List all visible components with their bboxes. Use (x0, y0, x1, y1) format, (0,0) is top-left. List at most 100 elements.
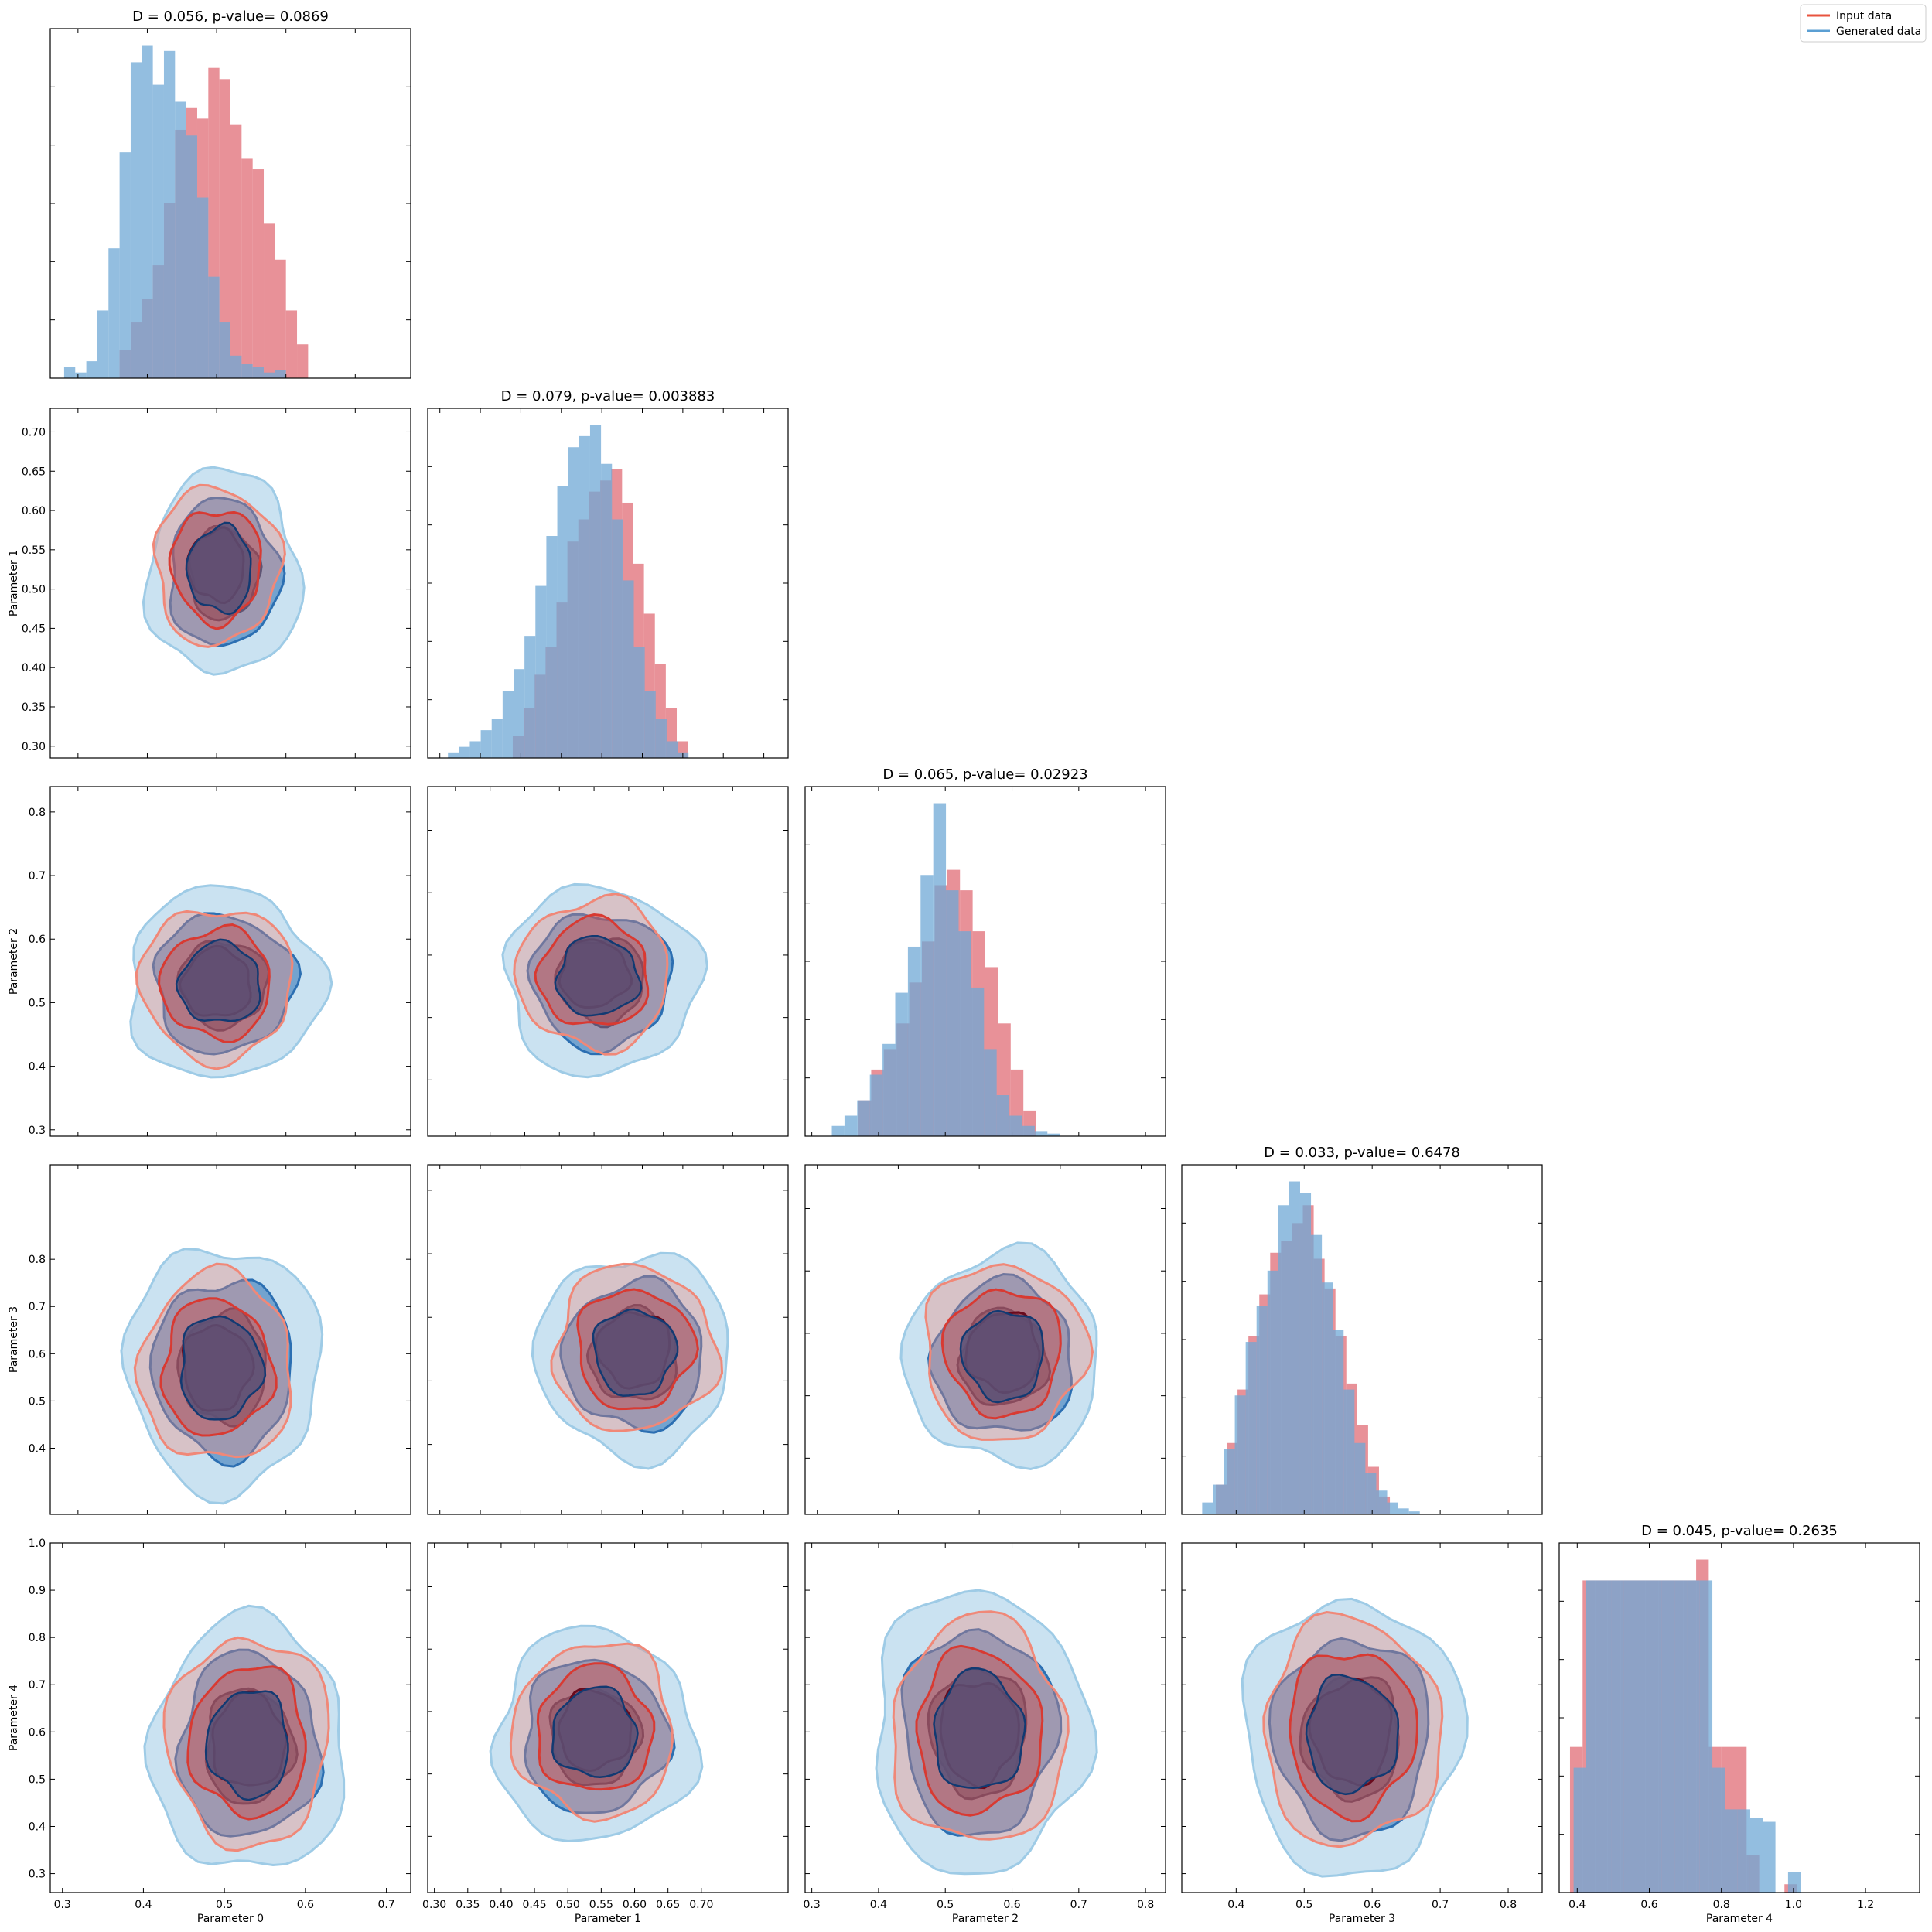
histogram-panel-3: D = 0.033, p-value= 0.6478 (1181, 1145, 1543, 1515)
generated-bar-4-14 (1749, 1818, 1763, 1893)
generated-bar-1-8 (535, 585, 547, 758)
x-tick-label: 0.3 (803, 1899, 820, 1911)
y-axis-label-2: Parameter 2 (8, 928, 20, 995)
x-tick-label: 0.7 (377, 1899, 394, 1911)
generated-bar-1-18 (644, 691, 656, 758)
generated-bar-0-5 (119, 152, 131, 378)
generated-bar-4-7 (1661, 1580, 1675, 1893)
panel-frame (427, 1164, 789, 1515)
generated-bar-1-17 (633, 647, 645, 758)
generated-bar-1-12 (579, 435, 590, 758)
y-axis-label-1: Parameter 1 (8, 550, 20, 616)
generated-bar-4-13 (1737, 1809, 1750, 1893)
generated-bar-3-1 (1213, 1484, 1224, 1514)
contour-panel-3-0: 0.4 0.5 0.6 0.7 0.8 Parameter 3 (8, 1164, 411, 1515)
generated-bar-2-0 (831, 1125, 845, 1136)
x-tick-label: 0.65 (656, 1899, 680, 1911)
generated-bar-0-7 (142, 45, 153, 378)
histogram-title-2: D = 0.065, p-value= 0.02923 (882, 766, 1087, 783)
generated-bar-0-9 (163, 50, 176, 378)
x-tick-label: 0.8 (1713, 1899, 1730, 1911)
generated-bar-0-10 (175, 101, 186, 378)
panel-frame (427, 1542, 789, 1893)
generated-bar-2-16 (1034, 1131, 1048, 1136)
y-tick-label: 0.3 (29, 1125, 46, 1137)
contour-panel-1-0: 0.30 0.35 0.40 0.45 0.50 0.55 0.60 0.65 0.70 Para… (8, 408, 411, 759)
y-tick-label: 0.4 (29, 1821, 46, 1833)
generated-bar-1-2 (469, 741, 481, 758)
x-tick-label: 0.6 (1003, 1899, 1020, 1911)
generated-bar-0-4 (108, 248, 120, 378)
x-tick-label: 0.35 (456, 1899, 480, 1911)
generated-bar-2-7 (920, 875, 934, 1136)
y-tick-label: 0.3 (29, 1869, 46, 1881)
generated-bar-1-3 (480, 730, 492, 758)
y-tick-label: 0.40 (22, 662, 46, 674)
overlap-core (551, 1685, 639, 1779)
histogram-panel-4: D = 0.045, p-value= 0.2635 0.4 0.6 0.8 1.0 1.… (1558, 1523, 1920, 1925)
x-tick-label: 0.6 (1640, 1899, 1657, 1911)
y-tick-label: 0.5 (29, 1773, 46, 1786)
x-tick-label: 0.6 (1364, 1899, 1381, 1911)
overlap-core (1305, 1673, 1400, 1796)
x-tick-label: 0.60 (623, 1899, 647, 1911)
x-tick-label: 0.3 (54, 1899, 71, 1911)
panel-frame (1181, 1542, 1543, 1893)
x-tick-label: 0.7 (1432, 1899, 1449, 1911)
overlap-core (179, 1315, 267, 1421)
generated-bar-4-5 (1637, 1580, 1650, 1893)
generated-bar-4-2 (1599, 1580, 1612, 1893)
x-axis-label-3: Parameter 3 (1329, 1913, 1395, 1925)
generated-bar-3-6 (1267, 1270, 1278, 1514)
y-tick-label: 1.0 (29, 1538, 46, 1550)
generated-bar-3-18 (1398, 1508, 1409, 1514)
contour-panel-3-1 (427, 1164, 789, 1515)
x-tick-label: 0.5 (216, 1899, 233, 1911)
y-tick-label: 0.45 (22, 623, 46, 635)
generated-bar-4-10 (1699, 1580, 1713, 1893)
contour-panel-2-1 (427, 786, 789, 1137)
generated-bar-2-6 (907, 946, 921, 1136)
generated-bar-1-6 (514, 669, 525, 758)
generated-bar-3-4 (1245, 1342, 1257, 1514)
input-bar-0-13 (264, 223, 275, 378)
generated-bar-1-4 (491, 719, 503, 758)
generated-bar-0-19 (275, 370, 286, 378)
contour-panel-4-2: 0.3 0.4 0.5 0.6 0.7 0.8 Parameter 2 (803, 1542, 1166, 1925)
generated-bar-0-12 (196, 197, 209, 378)
generated-bar-0-15 (230, 355, 242, 378)
generated-bar-0-17 (252, 367, 265, 378)
overlap-core (204, 1690, 289, 1801)
y-tick-label: 0.7 (29, 1679, 46, 1691)
generated-bar-1-7 (524, 636, 536, 758)
generated-bar-2-15 (1022, 1125, 1035, 1136)
generated-bar-0-0 (63, 367, 76, 378)
generated-bar-3-15 (1365, 1473, 1377, 1514)
generated-bar-2-13 (996, 1095, 1010, 1136)
contour-panel-4-0: 0.3 0.4 0.5 0.6 0.7 Parameter 0 0.3 0.4 0.5 0.6 0.… (8, 1538, 411, 1925)
x-axis-label-2: Parameter 2 (952, 1913, 1019, 1925)
generated-bar-3-2 (1224, 1449, 1235, 1514)
y-tick-label: 0.7 (29, 1301, 46, 1313)
generated-bar-4-11 (1712, 1767, 1725, 1893)
histogram-title-1: D = 0.079, p-value= 0.003883 (501, 388, 715, 404)
x-tick-label: 0.6 (297, 1899, 314, 1911)
y-tick-label: 0.8 (29, 1632, 46, 1644)
y-tick-label: 0.4 (29, 1061, 46, 1074)
x-axis-label-1: Parameter 1 (575, 1913, 641, 1925)
generated-bar-0-14 (219, 322, 230, 378)
generated-bar-3-17 (1387, 1502, 1398, 1514)
input-bar-0-15 (285, 310, 298, 378)
input-bar-0-12 (252, 169, 265, 378)
overlap-core (959, 1309, 1044, 1404)
y-tick-label: 0.8 (29, 1254, 46, 1266)
x-tick-label: 0.4 (135, 1899, 152, 1911)
x-tick-label: 0.55 (589, 1899, 613, 1911)
generated-bar-4-15 (1763, 1821, 1776, 1893)
overlap-core (185, 521, 252, 616)
overlap-core (933, 1667, 1026, 1790)
generated-bar-3-12 (1333, 1330, 1344, 1514)
input-bar-0-9 (219, 79, 230, 378)
x-tick-label: 0.4 (1568, 1899, 1586, 1911)
generated-bar-2-12 (984, 1049, 997, 1136)
